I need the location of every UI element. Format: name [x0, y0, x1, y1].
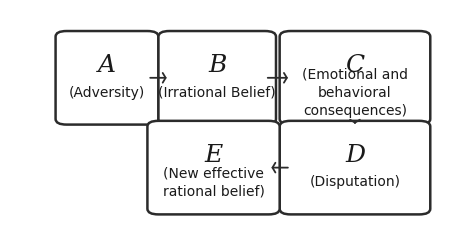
Text: (Irrational Belief): (Irrational Belief) [158, 86, 276, 100]
FancyBboxPatch shape [280, 121, 430, 214]
Text: D: D [345, 144, 365, 167]
FancyBboxPatch shape [55, 31, 158, 125]
Text: (Disputation): (Disputation) [310, 175, 401, 190]
FancyBboxPatch shape [147, 121, 280, 214]
Text: (Adversity): (Adversity) [69, 86, 145, 100]
FancyBboxPatch shape [280, 31, 430, 125]
Text: B: B [208, 54, 227, 77]
Text: A: A [98, 54, 116, 77]
Text: (Emotional and
behavioral
consequences): (Emotional and behavioral consequences) [302, 67, 408, 118]
Text: C: C [346, 54, 365, 77]
Text: E: E [204, 144, 223, 167]
FancyBboxPatch shape [158, 31, 276, 125]
Text: (New effective
rational belief): (New effective rational belief) [163, 166, 264, 199]
